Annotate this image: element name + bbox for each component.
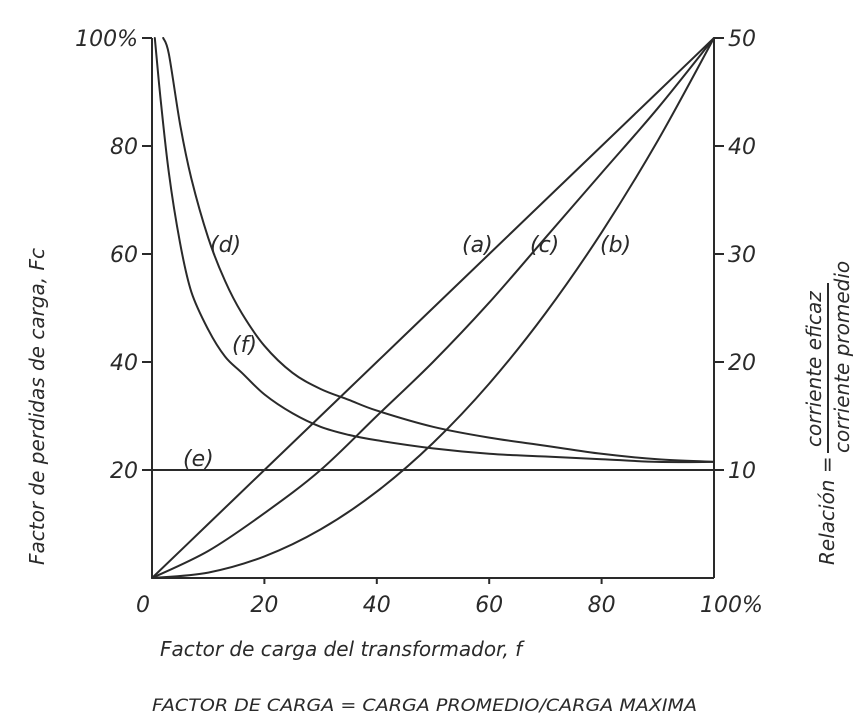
y-right-tick-label: 30 [728,243,756,268]
series-label-b: (b) [600,233,631,258]
x-axis-title: Factor de carga del transformador, f [160,637,525,661]
axes-group: 20 40 60 80 100% 10 20 30 40 50 0 20 40 60 80 100% [75,27,763,618]
y-left-tick-label: 80 [110,135,138,160]
curve-a [151,37,715,579]
y-left-tick-label: 20 [110,459,138,484]
x-tick-label: 20 [250,593,278,618]
series-label-e: (e) [183,447,214,472]
y-right-tick-label: 20 [728,351,756,376]
curves-group [151,37,715,579]
curve-d [162,37,715,463]
y-left-tick-label: 40 [110,351,138,376]
labels-group: (a) (c) (b) (d) (f) (e) Factor de carga … [25,233,854,716]
series-label-f: (f) [232,333,257,358]
series-label-c: (c) [530,233,559,258]
y-left-tick-label: 60 [110,243,138,268]
series-label-d: (d) [210,233,241,258]
y-right-title-prefix: Relación = [815,456,839,565]
y-right-axis-title: Relación = corriente eficaz corriente pr… [802,261,854,565]
y-left-axis-title: Factor de perdidas de carga, Fc [25,248,49,565]
x-tick-label: 0 [136,593,150,618]
series-label-a: (a) [462,233,493,258]
x-tick-label: 80 [588,593,616,618]
chart-caption: FACTOR DE CARGA = CARGA PROMEDIO/CARGA M… [152,696,697,716]
y-right-tick-label: 40 [728,135,756,160]
y-right-title-numerator: corriente eficaz [802,291,826,447]
curve-c [151,37,715,579]
curve-f [153,37,715,464]
x-tick-label: 100% [700,593,763,618]
y-right-title-denominator: corriente promedio [830,261,854,453]
y-left-tick-label: 100% [75,27,138,52]
x-tick-label: 40 [363,593,391,618]
y-right-tick-label: 50 [728,27,756,52]
curve-b [151,37,715,579]
x-tick-label: 60 [475,593,503,618]
y-right-tick-label: 10 [728,459,756,484]
